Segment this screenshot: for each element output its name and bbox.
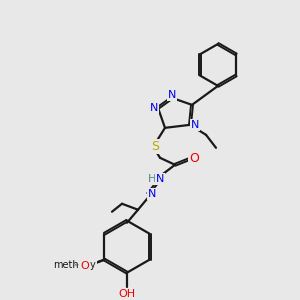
Text: N: N — [191, 120, 199, 130]
Text: S: S — [151, 140, 159, 153]
Text: methoxy: methoxy — [53, 260, 96, 270]
Text: N: N — [168, 90, 176, 100]
Text: O: O — [80, 261, 89, 271]
Text: methoxy: methoxy — [73, 264, 79, 266]
Text: N: N — [148, 189, 156, 199]
Text: N: N — [156, 174, 164, 184]
Text: N: N — [150, 103, 158, 113]
Text: methoxy: methoxy — [74, 263, 81, 265]
Text: O: O — [83, 260, 92, 270]
Text: OH: OH — [118, 289, 136, 298]
Text: O: O — [189, 152, 199, 165]
Text: H: H — [148, 174, 156, 184]
